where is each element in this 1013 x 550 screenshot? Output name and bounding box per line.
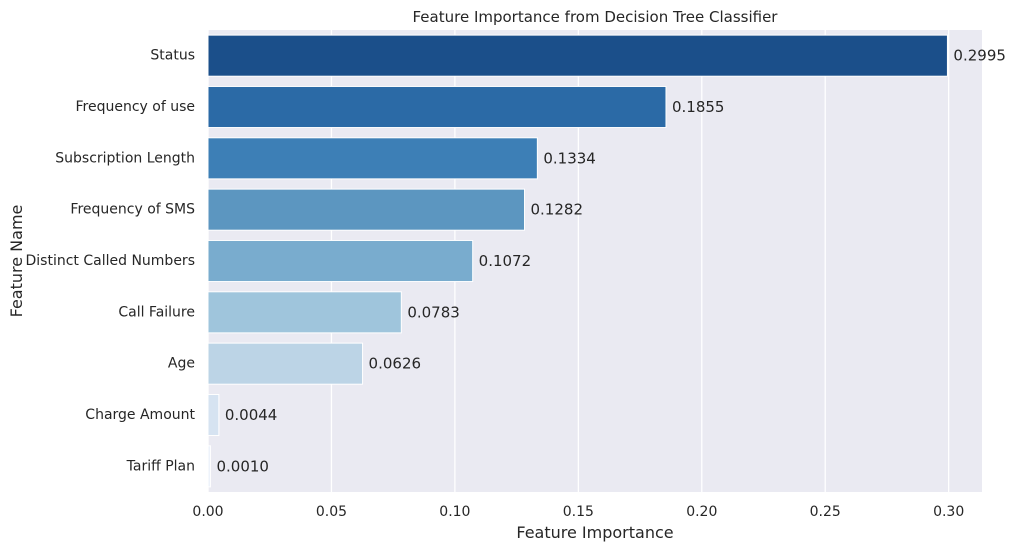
bar [207,342,364,385]
bar-value-label: 0.0783 [407,303,460,321]
bar-value-label: 0.0010 [216,457,269,475]
bar [207,188,526,231]
y-tick-label: Age [168,356,195,372]
x-tick-label: 0.25 [810,504,841,520]
x-axis-title: Feature Importance [516,523,673,542]
bar-value-label: 0.0626 [369,355,422,373]
y-tick-label: Status [150,48,195,64]
x-tick-label: 0.00 [192,504,223,520]
x-tick-label: 0.05 [316,504,347,520]
value-labels: 0.2995 0.1855 0.1334 0.1282 0.1072 0.0783 0.06… [216,47,1005,476]
bar-value-label: 0.0044 [225,406,278,424]
x-tick-labels: 0.00 0.05 0.10 0.15 0.20 0.25 0.30 [192,504,964,520]
y-axis-title: Feature Name [7,205,26,318]
bar-value-label: 0.1855 [672,98,725,116]
bar-value-label: 0.1072 [479,252,532,270]
bar-value-label: 0.1334 [543,149,596,167]
bars [207,34,948,488]
bar-value-label: 0.2995 [953,47,1006,65]
bar [207,239,474,283]
category-labels: Status Frequency of use Subscription Lengt… [26,48,196,475]
y-tick-label: Subscription Length [55,150,195,166]
y-tick-label: Charge Amount [85,407,195,423]
bar [207,291,402,334]
bar [207,34,948,77]
bar-value-label: 0.1282 [531,201,584,219]
x-tick-label: 0.10 [439,504,470,520]
y-tick-label: Call Failure [118,304,195,320]
x-tick-label: 0.15 [563,504,594,520]
y-tick-label: Tariff Plan [126,458,195,474]
bar [207,137,538,180]
x-tick-label: 0.30 [933,504,964,520]
bar [207,393,220,437]
bar [207,85,667,129]
y-tick-label: Distinct Called Numbers [26,253,195,269]
bar [207,445,211,488]
x-tick-label: 0.20 [686,504,717,520]
y-tick-label: Frequency of SMS [70,202,195,218]
y-tick-label: Frequency of use [76,99,196,115]
chart-title: Feature Importance from Decision Tree Cl… [413,8,779,26]
